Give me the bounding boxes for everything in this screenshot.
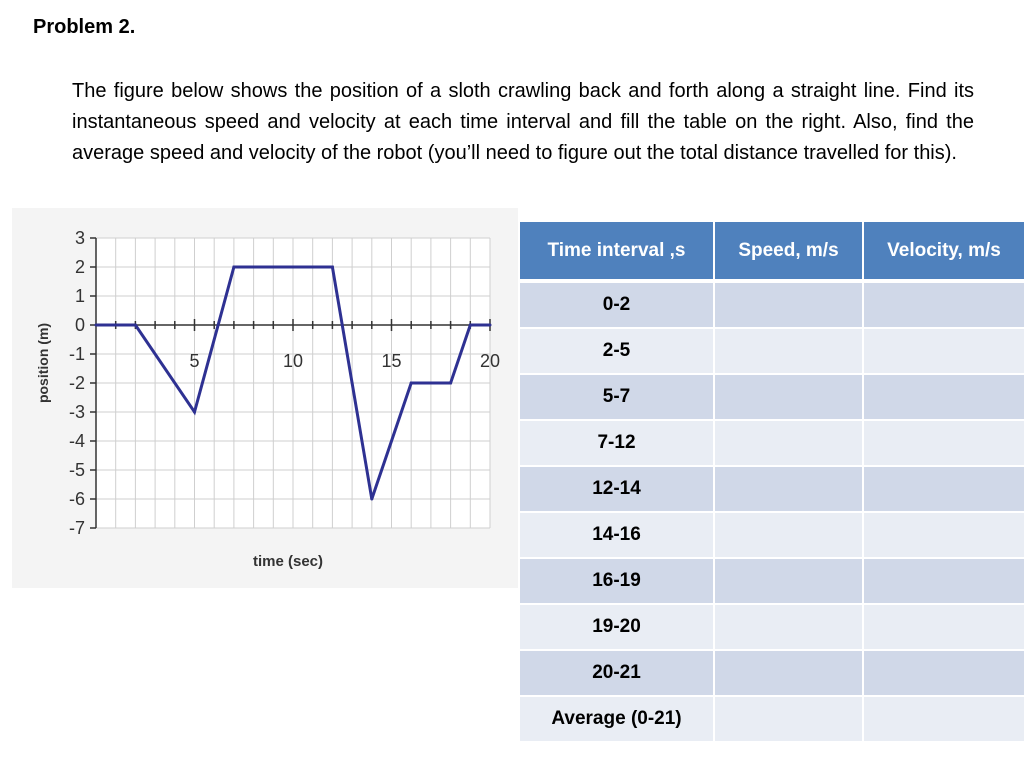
y-tick-label: -6 bbox=[69, 489, 85, 509]
velocity-cell[interactable] bbox=[863, 420, 1024, 467]
table-row: 19-20 bbox=[520, 604, 1024, 651]
header-velocity: Velocity, m/s bbox=[863, 222, 1024, 283]
y-tick-label: 3 bbox=[75, 228, 85, 248]
x-tick-label: 10 bbox=[283, 351, 303, 371]
velocity-cell[interactable] bbox=[863, 328, 1024, 375]
table-row: 0-2 bbox=[520, 281, 1024, 329]
velocity-cell[interactable] bbox=[863, 650, 1024, 697]
y-axis-label: position (m) bbox=[35, 323, 51, 403]
position-time-chart: 3 2 1 0 -1 -2 -3 -4 -5 -6 -7 5 10 15 20 time (sec) posit… bbox=[12, 208, 518, 588]
table-row: 12-14 bbox=[520, 466, 1024, 513]
data-point bbox=[193, 410, 196, 414]
speed-cell[interactable] bbox=[714, 420, 864, 467]
table-row: 20-21 bbox=[520, 650, 1024, 697]
table-row: 5-7 bbox=[520, 374, 1024, 421]
speed-cell[interactable] bbox=[714, 374, 864, 421]
data-point bbox=[449, 381, 453, 385]
table-header-row: Time interval ,s Speed, m/s Velocity, m/… bbox=[520, 222, 1024, 283]
data-point bbox=[232, 265, 236, 269]
interval-cell: Average (0-21) bbox=[520, 696, 715, 743]
header-time-interval: Time interval ,s bbox=[520, 222, 715, 283]
data-point bbox=[370, 497, 374, 501]
velocity-cell[interactable] bbox=[863, 281, 1024, 329]
problem-text: The figure below shows the position of a… bbox=[72, 80, 974, 164]
speed-velocity-table: Time interval ,s Speed, m/s Velocity, m/… bbox=[520, 222, 1024, 743]
y-tick-label: -5 bbox=[69, 460, 85, 480]
speed-cell[interactable] bbox=[714, 696, 864, 743]
speed-cell[interactable] bbox=[714, 604, 864, 651]
x-tick-label: 20 bbox=[480, 351, 500, 371]
position-series-line bbox=[96, 265, 490, 500]
velocity-cell[interactable] bbox=[863, 558, 1024, 605]
table-row: 2-5 bbox=[520, 328, 1024, 375]
speed-cell[interactable] bbox=[714, 650, 864, 697]
x-tick-label: 5 bbox=[189, 351, 199, 371]
x-tick-label: 15 bbox=[381, 351, 401, 371]
y-tick-label: -4 bbox=[69, 431, 85, 451]
data-point bbox=[409, 381, 413, 385]
speed-cell[interactable] bbox=[714, 558, 864, 605]
velocity-cell[interactable] bbox=[863, 604, 1024, 651]
data-point bbox=[330, 265, 334, 269]
interval-cell: 7-12 bbox=[520, 420, 715, 467]
y-tick-label: -7 bbox=[69, 518, 85, 538]
x-axis-label: time (sec) bbox=[253, 553, 323, 570]
y-tick-label: 1 bbox=[75, 286, 85, 306]
interval-cell: 16-19 bbox=[520, 558, 715, 605]
problem-title: Problem 2. bbox=[33, 16, 136, 38]
table-row: 16-19 bbox=[520, 558, 1024, 605]
interval-cell: 12-14 bbox=[520, 466, 715, 513]
speed-cell[interactable] bbox=[714, 281, 864, 329]
velocity-cell[interactable] bbox=[863, 696, 1024, 743]
speed-cell[interactable] bbox=[714, 328, 864, 375]
y-tick-label: -3 bbox=[69, 402, 85, 422]
table-row: 7-12 bbox=[520, 420, 1024, 467]
data-point bbox=[94, 323, 98, 327]
velocity-cell[interactable] bbox=[863, 374, 1024, 421]
data-point bbox=[468, 323, 472, 327]
data-point bbox=[488, 323, 492, 327]
y-tick-label: 0 bbox=[75, 315, 85, 335]
interval-cell: 2-5 bbox=[520, 328, 715, 375]
interval-cell: 20-21 bbox=[520, 650, 715, 697]
velocity-cell[interactable] bbox=[863, 466, 1024, 513]
data-point bbox=[133, 323, 137, 327]
interval-cell: 0-2 bbox=[520, 281, 715, 329]
speed-cell[interactable] bbox=[714, 512, 864, 559]
speed-cell[interactable] bbox=[714, 466, 864, 513]
interval-cell: 19-20 bbox=[520, 604, 715, 651]
y-tick-label: 2 bbox=[75, 257, 85, 277]
velocity-cell[interactable] bbox=[863, 512, 1024, 559]
header-speed: Speed, m/s bbox=[714, 222, 864, 283]
y-tick-label: -2 bbox=[69, 373, 85, 393]
interval-cell: 5-7 bbox=[520, 374, 715, 421]
interval-cell: 14-16 bbox=[520, 512, 715, 559]
y-tick-label: -1 bbox=[69, 344, 85, 364]
table-row: Average (0-21) bbox=[520, 696, 1024, 743]
table-row: 14-16 bbox=[520, 512, 1024, 559]
